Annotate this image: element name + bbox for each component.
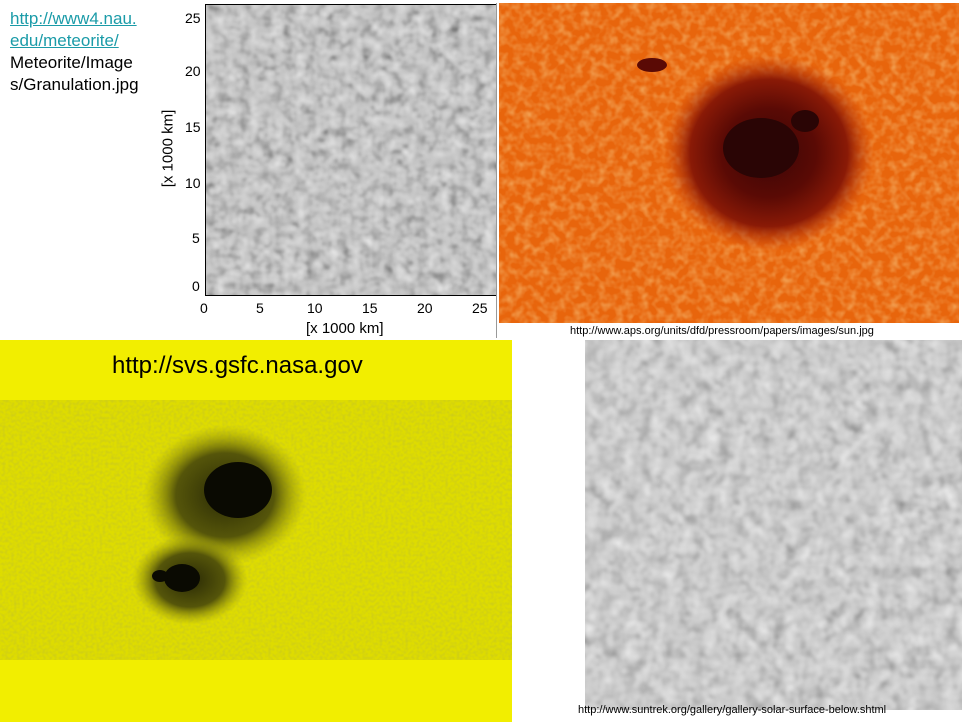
x-tick-20: 20 — [417, 300, 433, 316]
sunspot-orange-image — [499, 3, 959, 323]
y-tick-10: 10 — [185, 175, 201, 191]
y-axis-label: [x 1000 km] — [159, 109, 177, 188]
suntrek-credit: http://www.suntrek.org/gallery/gallery-s… — [578, 704, 887, 716]
y-tick-20: 20 — [185, 63, 201, 79]
granulation-plot — [205, 4, 497, 296]
source-path-line1: Meteorite/Image — [10, 53, 133, 72]
y-tick-0: 0 — [192, 278, 200, 294]
source-link-line1[interactable]: http://www4.nau. — [10, 9, 137, 28]
image-caption: http://www4.nau. edu/meteorite/ Meteorit… — [10, 8, 160, 96]
y-tick-15: 15 — [185, 119, 201, 135]
nasa-title: http://svs.gsfc.nasa.gov — [112, 352, 363, 379]
sunspot-yellow-svg — [0, 340, 512, 722]
y-tick-5: 5 — [192, 230, 200, 246]
granulation-plot-image — [206, 5, 496, 295]
vertical-divider — [496, 3, 497, 338]
x-tick-0: 0 — [200, 300, 208, 316]
granulation-gray-image — [585, 340, 962, 710]
source-path-line2: s/Granulation.jpg — [10, 75, 139, 94]
x-tick-10: 10 — [307, 300, 323, 316]
y-tick-25: 25 — [185, 10, 201, 26]
x-axis-label: [x 1000 km] — [306, 320, 384, 337]
x-tick-15: 15 — [362, 300, 378, 316]
x-tick-25: 25 — [472, 300, 488, 316]
granulation-gray-svg — [585, 340, 962, 710]
sunspot-orange-svg — [499, 3, 959, 323]
sunspot-yellow-image — [0, 340, 512, 722]
x-tick-5: 5 — [256, 300, 264, 316]
aps-credit: http://www.aps.org/units/dfd/pressroom/p… — [570, 325, 874, 337]
source-link-line2[interactable]: edu/meteorite/ — [10, 31, 119, 50]
